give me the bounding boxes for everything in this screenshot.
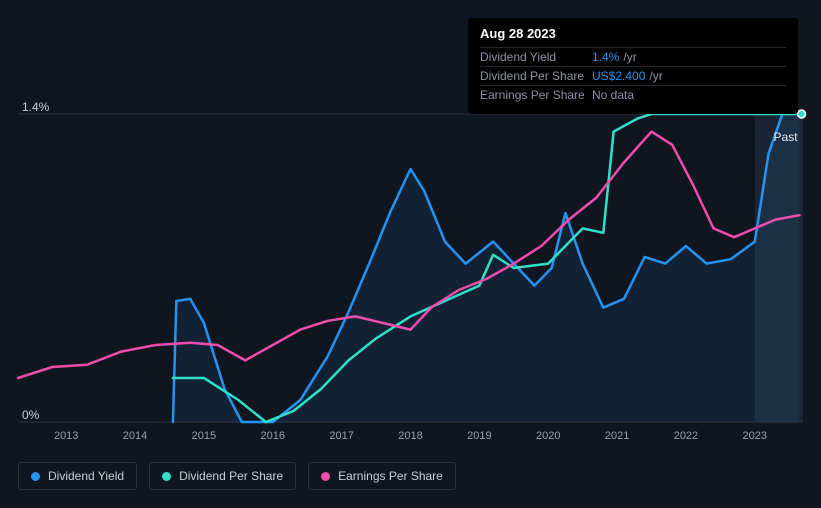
tooltip-value: 1.4% [592, 50, 619, 64]
tooltip-value: US$2.400 [592, 69, 645, 83]
x-axis-label: 2016 [261, 430, 285, 442]
tooltip-key: Earnings Per Share [480, 88, 592, 102]
tooltip-nodata: No data [592, 88, 634, 102]
past-label: Past [774, 130, 798, 144]
tooltip-unit: /yr [623, 50, 636, 64]
x-axis-label: 2018 [398, 430, 422, 442]
x-axis-label: 2017 [329, 430, 353, 442]
legend-dot-icon [31, 472, 40, 481]
x-axis-label: 2015 [192, 430, 216, 442]
legend-dot-icon [162, 472, 171, 481]
legend-item-dividend-yield[interactable]: Dividend Yield [18, 462, 137, 490]
x-axis-label: 2021 [605, 430, 629, 442]
legend-item-dividend-per-share[interactable]: Dividend Per Share [149, 462, 296, 490]
x-axis-label: 2013 [54, 430, 78, 442]
legend-label: Dividend Yield [48, 469, 124, 483]
y-axis-label: 1.4% [22, 100, 49, 114]
x-axis-label: 2020 [536, 430, 560, 442]
tooltip-key: Dividend Per Share [480, 69, 592, 83]
x-axis-label: 2022 [674, 430, 698, 442]
tooltip-row: Dividend Yield1.4% /yr [480, 47, 786, 66]
tooltip-date: Aug 28 2023 [480, 26, 786, 41]
legend: Dividend Yield Dividend Per Share Earnings… [18, 462, 456, 490]
chart-area: 0% 1.4% 2013 2014 2015 2016 2017 2018 2019 2020 2… [0, 0, 821, 508]
tooltip-key: Dividend Yield [480, 50, 592, 64]
legend-dot-icon [321, 472, 330, 481]
legend-label: Dividend Per Share [179, 469, 283, 483]
x-axis-label: 2014 [123, 430, 147, 442]
tooltip-unit: /yr [649, 69, 662, 83]
x-axis-label: 2019 [467, 430, 491, 442]
tooltip-row: Earnings Per ShareNo data [480, 85, 786, 104]
legend-label: Earnings Per Share [338, 469, 443, 483]
tooltip-row: Dividend Per ShareUS$2.400/yr [480, 66, 786, 85]
y-axis-label: 0% [22, 408, 39, 422]
x-axis-label: 2023 [743, 430, 767, 442]
legend-item-earnings-per-share[interactable]: Earnings Per Share [308, 462, 456, 490]
tooltip: Aug 28 2023 Dividend Yield1.4%/yrDividen… [468, 18, 798, 114]
